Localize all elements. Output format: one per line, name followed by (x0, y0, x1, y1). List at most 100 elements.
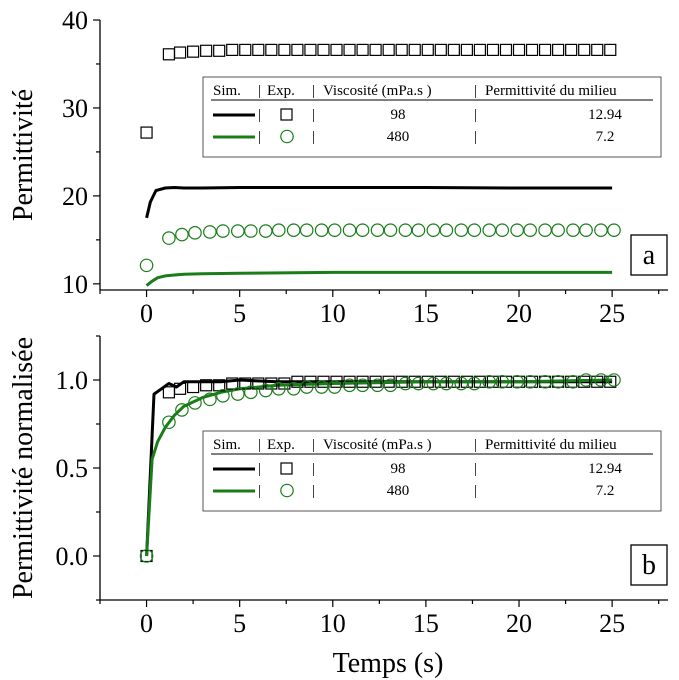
exp-point-square (187, 45, 200, 58)
panel-label-box (630, 544, 668, 586)
exp-point-square (538, 43, 552, 57)
exp-point-square (552, 43, 565, 57)
exp-point-square (369, 43, 382, 57)
legend-separator: | (474, 483, 477, 499)
exp-point-circle (244, 385, 258, 400)
exp-point-circle (271, 223, 286, 237)
exp-point-square (369, 375, 382, 388)
legend: Sim. | Exp. | Viscosité (mPa.s ) | Permittivit… (202, 430, 662, 512)
legend-separator: | (258, 129, 261, 145)
exp-point-circle (327, 223, 342, 237)
exp-point-circle (286, 381, 301, 396)
x-tick-label: 25 (599, 299, 625, 328)
y-axis-label: Permittivité normalisée (8, 337, 39, 599)
exp-point-circle (454, 223, 469, 237)
legend-separator: | (474, 129, 477, 145)
legend-circle-marker (280, 129, 294, 144)
exp-point-square (552, 375, 565, 388)
exp-point-circle (216, 389, 230, 403)
legend-header: | (474, 437, 477, 453)
legend-header: | (258, 83, 261, 99)
exp-point-circle (203, 392, 217, 407)
legend-separator: | (474, 461, 477, 477)
panel-label: b (642, 550, 656, 581)
y-tick-label: 1.0 (56, 366, 89, 395)
panel-label: a (643, 240, 656, 271)
legend-header: | (312, 437, 315, 453)
exp-point-circle (314, 380, 329, 394)
sim-line (145, 378, 613, 557)
exp-point-square (512, 43, 526, 57)
exp-point-square (382, 43, 395, 57)
exp-point-circle (383, 378, 398, 393)
exp-point-square (162, 386, 176, 399)
exp-point-square (173, 46, 187, 59)
exp-point-circle (342, 378, 357, 393)
x-tick-label: 5 (233, 299, 246, 328)
exp-point-circle (175, 403, 189, 417)
legend-viscosity: 98 (391, 107, 406, 123)
exp-point-circle (607, 373, 621, 387)
x-tick-label: 0 (140, 299, 153, 328)
legend-separator: | (258, 483, 261, 499)
exp-point-square (591, 43, 604, 57)
exp-point-circle (271, 381, 286, 396)
exp-point-circle (579, 223, 593, 237)
exp-point-square (226, 43, 239, 57)
exp-point-circle (482, 374, 497, 389)
exp-point-circle (258, 224, 273, 238)
legend-header: Sim. (213, 437, 241, 453)
exp-point-square (499, 43, 513, 57)
exp-point-square (604, 43, 617, 57)
exp-point-circle (355, 223, 370, 237)
exp-point-circle (439, 223, 454, 237)
exp-point-square (252, 43, 265, 57)
legend-separator: | (312, 129, 315, 145)
exp-point-circle (579, 373, 593, 387)
exp-point-square (343, 43, 356, 57)
legend-header: Viscosité (mPa.s ) (323, 83, 432, 99)
panel-a: 0 5 10 15 20 25 10 20 30 40 Permittivité Sim. | Exp. |… (8, 6, 668, 328)
y-tick-label: 40 (62, 6, 88, 35)
exp-point-square (408, 43, 421, 57)
exp-point-circle (454, 376, 469, 391)
x-tick-label: 10 (320, 299, 346, 328)
x-tick-label: 25 (599, 609, 625, 638)
legend-separator: | (312, 107, 315, 123)
exp-point-circle (258, 383, 273, 398)
legend-header: Exp. (267, 437, 295, 453)
exp-point-circle (538, 374, 552, 389)
x-tick-label: 15 (413, 299, 439, 328)
exp-point-circle (411, 223, 426, 237)
exp-point-square (200, 44, 213, 57)
exp-point-circle (523, 223, 537, 237)
exp-point-circle (594, 373, 608, 387)
legend-permittivity: 7.2 (596, 483, 615, 499)
sim-line (145, 270, 613, 287)
legend-header: Viscosité (mPa.s ) (323, 437, 432, 453)
exp-point-circle (482, 223, 497, 237)
exp-point-square (278, 43, 291, 57)
exp-point-square (173, 382, 187, 395)
legend-header: Permittivité du milieu (485, 83, 617, 99)
exp-point-square (460, 43, 473, 57)
x-tick-label: 0 (140, 609, 153, 638)
exp-point-circle (495, 223, 510, 237)
exp-point-square (304, 375, 317, 388)
exp-point-circle (551, 374, 565, 389)
exp-point-circle (510, 223, 524, 237)
exp-point-circle (327, 380, 342, 394)
legend-header: Sim. (213, 83, 241, 99)
exp-point-square (408, 375, 421, 388)
exp-point-circle (426, 376, 441, 391)
exp-point-circle (594, 223, 608, 237)
exp-point-circle (383, 223, 398, 237)
exp-point-square (213, 44, 226, 57)
panel-b: 0 5 10 15 20 25 0.0 0.5 1.0 Permittivité normalis… (8, 335, 668, 679)
exp-point-circle (216, 224, 230, 238)
exp-point-square (473, 43, 487, 57)
y-tick-label: 0.0 (56, 542, 89, 571)
exp-point-circle (370, 378, 385, 393)
exp-point-square (200, 379, 213, 392)
x-tick-label: 20 (506, 299, 532, 328)
